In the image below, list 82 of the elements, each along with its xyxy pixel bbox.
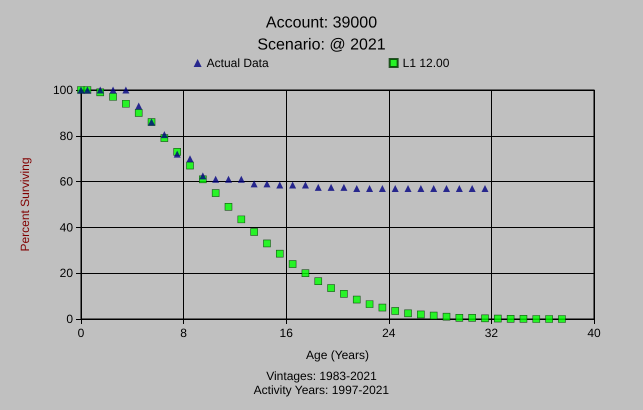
point	[174, 150, 181, 158]
point	[288, 260, 296, 268]
x-tick-label: 24	[382, 326, 396, 340]
point	[302, 269, 310, 277]
point	[378, 304, 386, 312]
point	[186, 162, 194, 170]
x-tick-label: 32	[484, 326, 498, 340]
y-tick-label: 20	[60, 266, 74, 280]
point	[404, 184, 412, 192]
chart-subtitle: Scenario: @ 2021	[257, 36, 386, 54]
legend-label: L1 12.00	[402, 56, 450, 70]
point	[186, 155, 194, 162]
point	[443, 184, 450, 192]
point	[456, 184, 463, 192]
point	[392, 184, 399, 192]
point	[340, 290, 348, 298]
x-tick-label: 40	[587, 326, 601, 340]
point	[494, 314, 502, 322]
point	[314, 277, 322, 286]
point	[340, 184, 348, 191]
point	[506, 314, 514, 323]
text: Vintages: 1983-2021	[266, 369, 378, 383]
point	[456, 314, 464, 322]
point	[327, 284, 335, 292]
point	[160, 131, 168, 138]
point	[430, 184, 438, 192]
point	[404, 309, 412, 318]
point	[276, 250, 284, 258]
point	[263, 240, 271, 248]
point	[430, 312, 438, 320]
point	[224, 176, 232, 183]
y-axis-title: Percent Surviving	[18, 157, 32, 252]
point	[238, 176, 245, 183]
point	[366, 184, 374, 192]
point	[391, 307, 400, 315]
point	[250, 228, 258, 236]
point	[468, 184, 476, 192]
legend-label: Actual Data	[206, 56, 269, 70]
point	[481, 184, 488, 192]
point	[442, 312, 450, 321]
point	[481, 314, 489, 322]
point	[378, 184, 386, 192]
point	[545, 315, 553, 323]
x-tick-label: 0	[78, 326, 85, 340]
x-tick-label: 8	[180, 326, 188, 340]
point	[96, 86, 104, 94]
point	[122, 100, 130, 108]
point	[212, 176, 220, 183]
point	[263, 180, 270, 188]
point	[366, 300, 374, 308]
point	[532, 315, 540, 323]
point	[122, 86, 130, 94]
point	[328, 184, 335, 191]
chart-title: Account: 39000	[266, 14, 378, 32]
point	[134, 109, 143, 117]
text: Activity Years: 1997-2021	[254, 383, 390, 397]
point	[558, 315, 566, 323]
point	[109, 93, 117, 101]
point	[212, 189, 220, 197]
point	[314, 184, 322, 191]
point	[250, 180, 258, 188]
point	[135, 102, 142, 110]
y-tick-label: 80	[60, 128, 74, 143]
point	[417, 184, 424, 192]
x-axis-title: Age (Years)	[306, 348, 369, 362]
point	[468, 314, 476, 322]
point	[417, 310, 425, 318]
point	[353, 184, 360, 192]
y-tick-label: 40	[60, 220, 74, 234]
point	[110, 86, 117, 94]
x-tick-label: 16	[280, 326, 294, 340]
y-tick-label: 0	[66, 312, 74, 326]
y-tick-label: 100	[52, 83, 74, 97]
point	[352, 296, 361, 304]
point	[520, 314, 528, 323]
point	[276, 182, 284, 189]
point	[238, 216, 246, 224]
point	[199, 172, 206, 180]
point	[302, 182, 309, 189]
point	[224, 202, 232, 211]
point	[289, 182, 296, 189]
y-tick-label: 60	[60, 174, 74, 189]
